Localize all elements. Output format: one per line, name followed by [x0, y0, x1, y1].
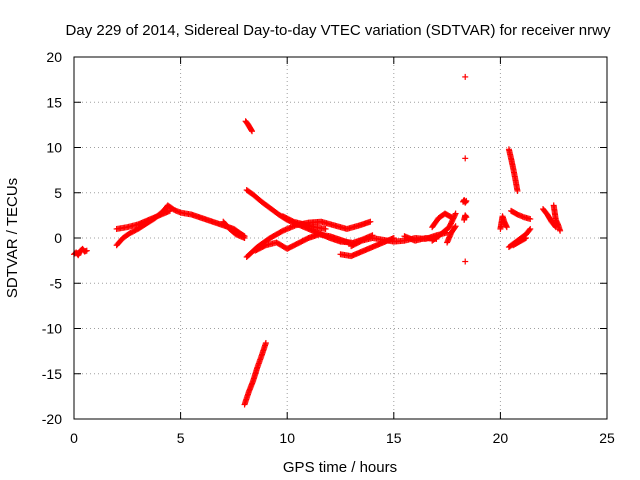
data-point	[527, 225, 534, 232]
data-point	[241, 235, 248, 241]
data-point	[447, 213, 454, 220]
data-point	[452, 210, 459, 217]
axis-ticks: 0 5 10 15 20 25 -20 -15 -10 -5 0 5 10 15 20	[42, 49, 615, 446]
x-tick-label: 20	[493, 430, 509, 446]
data-point	[83, 247, 90, 254]
data-point	[322, 225, 329, 232]
series-arc-15	[429, 210, 455, 231]
data-points	[71, 73, 564, 408]
x-tick-label: 25	[599, 430, 615, 446]
series-arc-23	[505, 146, 521, 194]
data-point	[462, 155, 469, 162]
data-point	[521, 235, 528, 242]
series-arc-01	[71, 245, 90, 259]
data-point	[522, 235, 529, 241]
y-tick-label: 20	[46, 49, 62, 65]
data-point	[514, 187, 521, 194]
series-arc-21	[462, 258, 469, 265]
chart-title: Day 229 of 2014, Sidereal Day-to-day VTE…	[66, 22, 611, 39]
data-point	[463, 197, 470, 204]
data-point	[367, 218, 374, 225]
data-point	[503, 224, 510, 231]
series-arc-20	[462, 155, 469, 162]
y-tick-label: -20	[42, 411, 62, 427]
data-point	[463, 214, 470, 221]
y-tick-label: -5	[50, 275, 63, 291]
data-point	[262, 339, 269, 346]
data-point	[462, 73, 469, 80]
y-axis-label: SDTVAR / TECUs	[4, 178, 21, 298]
series-arc-14	[429, 210, 459, 244]
data-point	[462, 258, 469, 265]
x-tick-label: 15	[386, 430, 402, 446]
y-tick-label: 0	[54, 230, 62, 246]
series-arc-08	[252, 231, 376, 254]
x-axis-label: GPS time / hours	[283, 459, 397, 476]
y-tick-label: 5	[54, 185, 62, 201]
series-arc-19	[462, 73, 469, 80]
series-arc-17	[460, 196, 470, 206]
series-arc-04	[220, 218, 248, 241]
series-arc-07	[243, 218, 374, 261]
data-point	[526, 227, 533, 234]
series-arc-22	[497, 213, 510, 232]
series-arc-10	[279, 213, 329, 232]
data-point	[452, 223, 459, 230]
series-arc-18	[461, 212, 470, 223]
series-arc-28	[550, 202, 564, 234]
x-tick-label: 5	[177, 430, 185, 446]
data-point	[448, 214, 455, 221]
y-tick-label: 10	[46, 140, 62, 156]
x-tick-label: 10	[279, 430, 295, 446]
series-arc-05	[242, 118, 256, 135]
data-point	[166, 207, 173, 214]
y-tick-label: -10	[42, 321, 62, 337]
x-tick-label: 0	[70, 430, 78, 446]
data-point	[557, 227, 564, 234]
plot-frame	[73, 56, 608, 420]
data-point	[527, 215, 534, 222]
y-tick-label: -15	[42, 366, 62, 382]
series-arc-26	[510, 235, 529, 249]
data-point	[249, 128, 256, 135]
y-tick-label: 15	[46, 94, 62, 110]
series-arc-03	[113, 207, 173, 232]
series-arc-24	[508, 207, 534, 222]
data-point	[451, 224, 458, 231]
series-arc-16	[444, 223, 459, 246]
series-arc-09	[241, 339, 269, 408]
